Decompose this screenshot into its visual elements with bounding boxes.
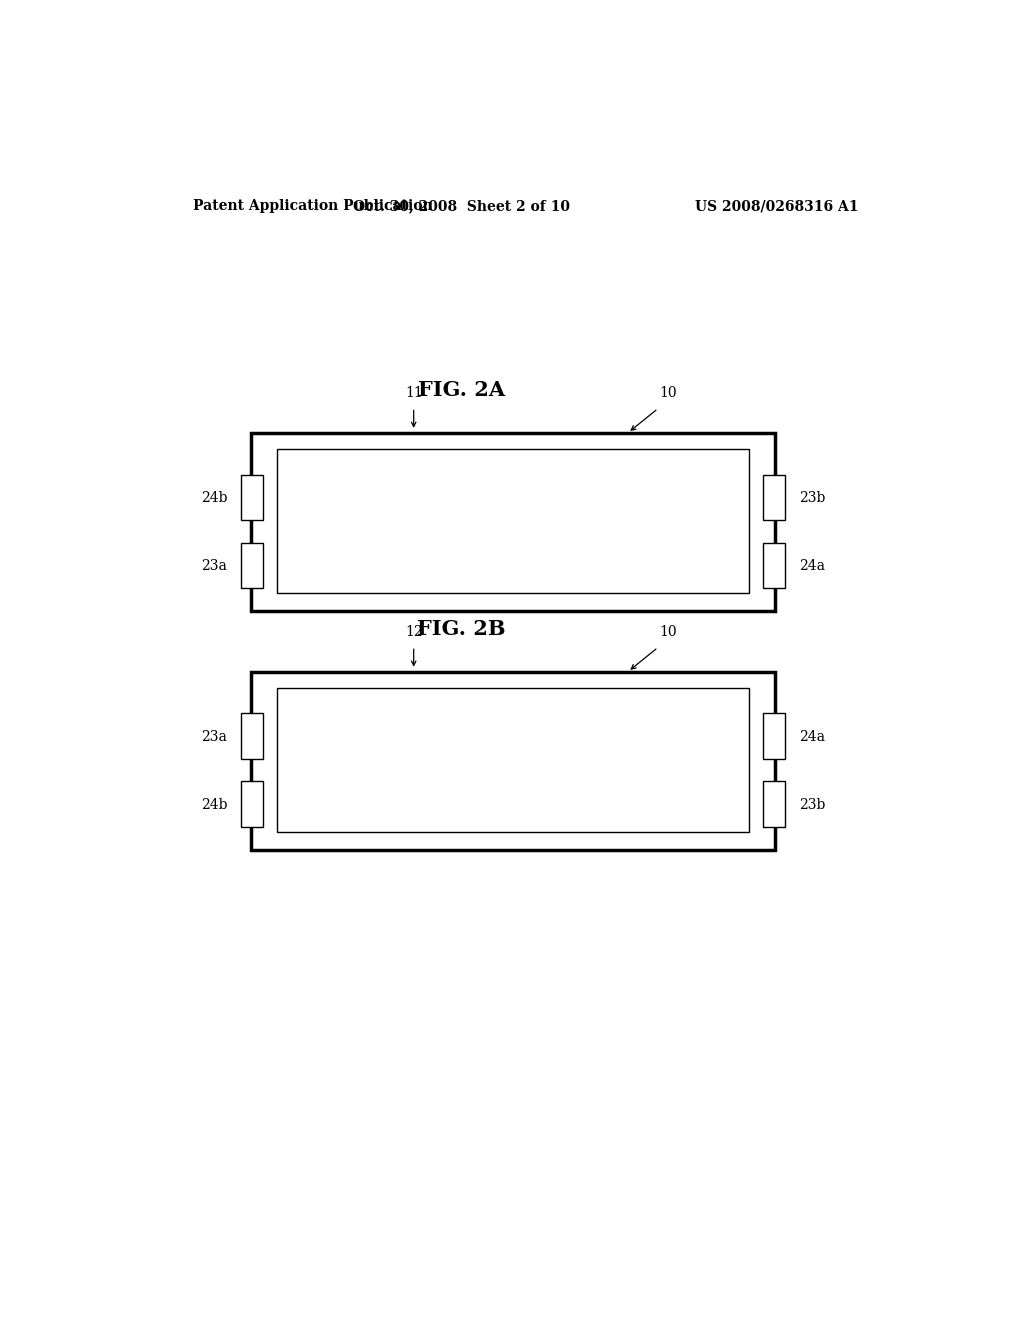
- Text: 12: 12: [404, 626, 423, 639]
- Bar: [241, 543, 263, 589]
- Text: Oct. 30, 2008  Sheet 2 of 10: Oct. 30, 2008 Sheet 2 of 10: [353, 199, 569, 213]
- Text: FIG. 2A: FIG. 2A: [418, 380, 505, 400]
- Bar: [241, 713, 263, 759]
- Text: 23a: 23a: [202, 730, 227, 743]
- Bar: [278, 688, 749, 833]
- Bar: [763, 713, 785, 759]
- Text: 23b: 23b: [799, 491, 825, 504]
- Text: 23b: 23b: [799, 797, 825, 812]
- Text: US 2008/0268316 A1: US 2008/0268316 A1: [694, 199, 858, 213]
- Bar: [763, 543, 785, 589]
- Text: 23a: 23a: [202, 558, 227, 573]
- Text: Patent Application Publication: Patent Application Publication: [194, 199, 433, 213]
- Bar: [763, 781, 785, 828]
- Text: FIG. 2B: FIG. 2B: [417, 619, 506, 639]
- Bar: [251, 433, 775, 611]
- Text: 24a: 24a: [799, 558, 824, 573]
- Text: 24b: 24b: [201, 491, 227, 504]
- Bar: [763, 474, 785, 520]
- Bar: [241, 781, 263, 828]
- Bar: [278, 449, 749, 594]
- Bar: [251, 672, 775, 850]
- Text: 24b: 24b: [201, 797, 227, 812]
- Text: 24a: 24a: [799, 730, 824, 743]
- Text: 10: 10: [658, 387, 677, 400]
- Bar: [241, 474, 263, 520]
- Text: 11: 11: [404, 387, 423, 400]
- Text: 10: 10: [658, 626, 677, 639]
